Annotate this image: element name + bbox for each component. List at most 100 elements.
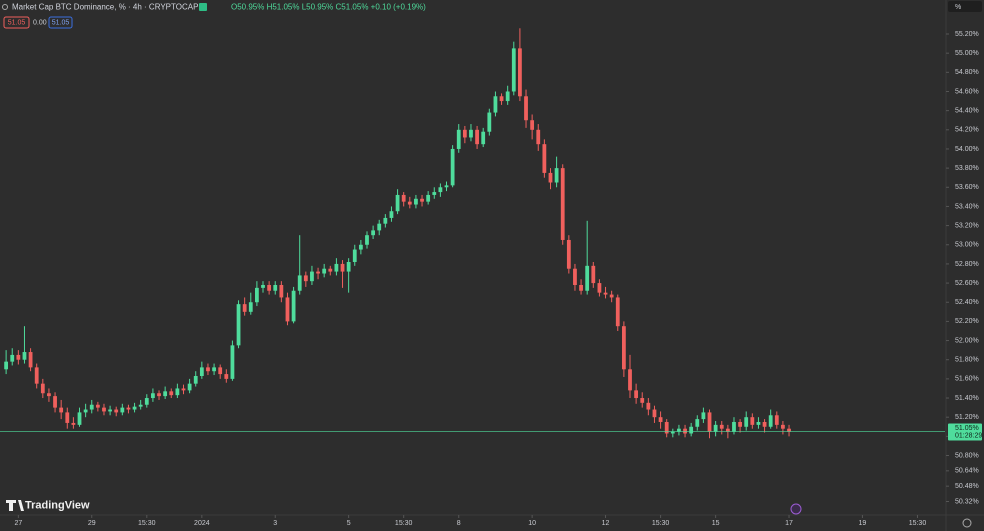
badge-text: 51.05: [52, 19, 70, 26]
candle-body: [603, 292, 608, 295]
candle-body: [163, 391, 168, 397]
candle-body: [621, 326, 626, 370]
candle-body: [432, 192, 437, 195]
y-tick-label: 50.80%: [955, 452, 979, 459]
candle-body: [554, 168, 559, 183]
badge-text: 0.00: [33, 19, 47, 26]
candle-body: [279, 284, 284, 298]
candle-body: [114, 409, 119, 413]
candle-body: [395, 194, 400, 212]
candle-body: [414, 198, 418, 205]
candle-body: [615, 297, 620, 327]
candle-body: [230, 345, 235, 379]
candle-body: [683, 428, 687, 434]
candle-body: [157, 393, 161, 397]
candle-body: [328, 268, 333, 272]
candle-body: [560, 168, 565, 240]
candle-body: [744, 417, 749, 427]
y-tick-label: 53.20%: [955, 222, 979, 229]
candle-body: [487, 112, 492, 132]
candle-body: [634, 390, 639, 399]
unit-box[interactable]: [948, 1, 982, 12]
candle-body: [187, 383, 192, 391]
candle-body: [518, 48, 522, 97]
candle-body: [126, 407, 131, 410]
candle-body: [536, 129, 541, 145]
candle-body: [426, 194, 431, 202]
x-tick-label: 5: [347, 520, 351, 527]
candle-body: [212, 367, 216, 372]
y-tick-label: 54.60%: [955, 88, 979, 95]
candle-body: [646, 402, 651, 410]
candle-body: [175, 388, 180, 396]
candle-body: [579, 284, 583, 291]
candle-body: [181, 388, 186, 391]
y-tick-label: 54.20%: [955, 127, 979, 134]
candle-body: [40, 383, 45, 394]
candle-body: [725, 428, 730, 432]
candle-body: [346, 262, 351, 272]
last-price-label: 51.05%: [955, 425, 979, 432]
plot-area: [0, 28, 945, 439]
candle-body: [199, 367, 204, 376]
candle-body: [10, 354, 15, 362]
candle-body: [371, 230, 376, 236]
candle-body: [481, 131, 486, 145]
candle-body: [719, 424, 724, 429]
x-tick-label: 12: [602, 520, 610, 527]
brand-logo: [6, 500, 24, 511]
candle-body: [505, 91, 510, 102]
candle-body: [340, 263, 345, 272]
y-tick-label: 55.00%: [955, 50, 979, 57]
candle-body: [53, 396, 57, 408]
candle-body: [83, 409, 88, 413]
y-tick-label: 53.00%: [955, 242, 979, 249]
candle-body: [169, 391, 174, 396]
x-tick-label: 8: [457, 520, 461, 527]
candle-body: [22, 352, 27, 360]
candle-body: [695, 419, 700, 427]
candle-body: [511, 48, 516, 92]
y-tick-label: 50.48%: [955, 483, 979, 490]
candle-body: [236, 304, 241, 346]
x-tick-label: 17: [785, 520, 793, 527]
candle-body: [377, 223, 382, 231]
y-tick-label: 54.80%: [955, 69, 979, 76]
last-price-box: [948, 423, 982, 441]
candle-body: [420, 198, 424, 202]
candle-body: [310, 271, 314, 282]
candle-body: [609, 294, 614, 298]
y-tick-label: 51.40%: [955, 395, 979, 402]
candle-body: [352, 249, 357, 263]
candle-body: [89, 404, 94, 410]
candle-body: [707, 412, 712, 432]
y-tick-label: 54.40%: [955, 107, 979, 114]
candle-body: [456, 129, 461, 149]
candle-body: [658, 417, 663, 422]
candle-body: [750, 417, 755, 425]
axis-layer: 55.20% 55.00% 54.80% 54.60% 54.40% 54.20% 54.0…: [14, 31, 982, 527]
y-tick-label: 52.40%: [955, 299, 979, 306]
candle-body: [787, 428, 791, 432]
candle-body: [138, 404, 143, 407]
y-tick-label: 53.80%: [955, 165, 979, 172]
candle-body: [640, 398, 645, 403]
candle-body: [469, 129, 473, 138]
candle-body: [670, 431, 675, 434]
x-tick-label: 3: [273, 520, 277, 527]
candle-body: [120, 407, 125, 413]
candle-body: [285, 297, 290, 322]
candle-body: [530, 120, 535, 130]
settings-icon[interactable]: [962, 518, 972, 528]
badge-text: 51.05: [8, 19, 26, 26]
candle-body: [102, 407, 106, 412]
candle-body: [493, 96, 498, 113]
event-icon[interactable]: [790, 503, 802, 515]
candle-body: [47, 393, 51, 397]
y-tick-label: 53.60%: [955, 184, 979, 191]
candle-body: [365, 235, 369, 245]
candle-body: [218, 367, 223, 375]
symbol-icon[interactable]: [2, 4, 8, 10]
candle-body: [34, 367, 39, 384]
